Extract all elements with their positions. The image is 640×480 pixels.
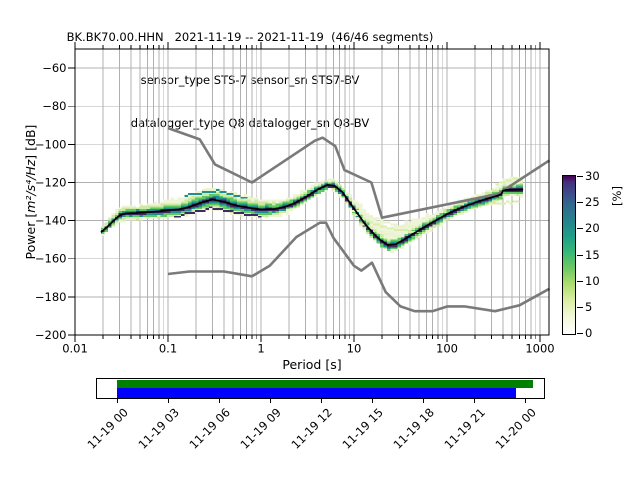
y-tick-labels: −60 −80 −100 −120 −140 −160 −180 −200 <box>35 61 67 342</box>
outlier-streak <box>184 189 248 199</box>
colorbar-tick-label: 5 <box>585 299 593 314</box>
axis-tick-marks <box>68 42 541 342</box>
y-tick-label: −180 <box>35 290 67 304</box>
timeline-tick-mark <box>525 399 526 403</box>
outlier-streak <box>362 223 405 237</box>
colorbar-tick-mark <box>577 228 583 230</box>
outlier-streak <box>174 206 262 218</box>
y-tick-label: −140 <box>35 214 67 228</box>
x-tick-label: 1 <box>257 342 264 356</box>
x-tick-label: 0.1 <box>159 342 177 356</box>
x-tick-label: 100 <box>436 342 458 356</box>
timeline-tick-mark <box>219 399 220 403</box>
colorbar-tick-label: 10 <box>585 273 600 288</box>
density-level-28 <box>100 184 524 248</box>
y-tick-label: −160 <box>35 252 67 266</box>
timeline-tick-mark <box>117 399 118 403</box>
colorbar-tick-mark <box>577 254 583 256</box>
outlier-streak <box>491 200 520 205</box>
timeline-coverage-blue-bar <box>117 388 517 398</box>
y-tick-label: −80 <box>42 99 66 113</box>
colorbar-tick-label: 20 <box>585 221 600 236</box>
x-tick-labels: 0.01 0.1 1 10 100 1000 <box>62 342 554 356</box>
mode-psd-line <box>100 183 524 246</box>
y-tick-label: −200 <box>35 328 67 342</box>
noise-model-lines <box>167 126 551 313</box>
density-histogram <box>100 176 524 253</box>
colorbar-tick-label: 30 <box>585 169 600 183</box>
timeline-tick-mark <box>474 399 475 403</box>
colorbar-tick-label: 0 <box>585 326 593 340</box>
plot-border <box>74 48 550 336</box>
x-tick-label: 10 <box>347 342 362 356</box>
x-tick-label: 1000 <box>525 342 554 356</box>
colorbar-tick-mark <box>577 306 583 308</box>
nhnm-line <box>167 126 551 219</box>
colorbar-tick-mark <box>577 333 583 334</box>
y-tick-label: −60 <box>42 61 66 75</box>
figure-title-line2: sensor_type STS-7 sensor_sn STS7-BV <box>140 73 360 88</box>
nlnm-line <box>167 221 551 313</box>
timeline-tick-mark <box>270 399 271 403</box>
timeline-tick-mark <box>423 399 424 403</box>
colorbar-tick-mark <box>577 280 583 282</box>
colorbar <box>562 175 576 335</box>
x-tick-label: 0.01 <box>62 342 88 356</box>
y-tick-label: −100 <box>35 137 67 151</box>
colorbar-tick-label: 15 <box>585 247 600 262</box>
timeline-coverage-green-bar <box>117 379 534 388</box>
colorbar-tick-mark <box>577 202 583 204</box>
timeline-tick-mark <box>321 399 322 403</box>
y-tick-label: −120 <box>35 175 67 189</box>
timeline-tick-mark <box>168 399 169 403</box>
figure-title-line1: BK.BK70.00.HHN 2021-11-19 -- 2021-11-19 … <box>66 29 434 44</box>
colorbar-tick-mark <box>577 176 583 177</box>
outlier-streak <box>355 213 419 233</box>
figure-title: BK.BK70.00.HHN 2021-11-19 -- 2021-11-19 … <box>0 1 500 159</box>
timeline-tick-mark <box>372 399 373 403</box>
mode-psd-path <box>100 183 524 246</box>
colorbar-units-label: [%] <box>610 186 624 206</box>
x-axis-label: Period [s] <box>282 357 342 372</box>
colorbar-tick-label: 25 <box>585 195 600 210</box>
